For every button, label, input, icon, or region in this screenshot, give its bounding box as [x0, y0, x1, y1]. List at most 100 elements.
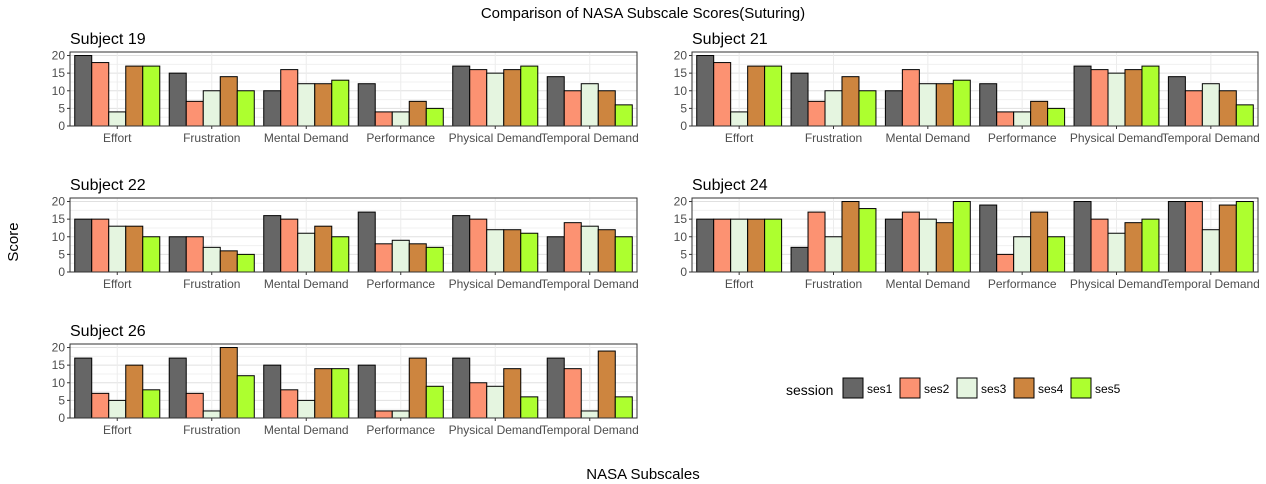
- panel-border: [691, 51, 1259, 127]
- bar-ses3-mental-demand: [918, 218, 937, 273]
- bar-ses5-mental-demand: [331, 236, 350, 273]
- x-tick-label: Mental Demand: [264, 423, 349, 437]
- bar-ses1-frustration: [790, 72, 809, 127]
- x-tick-label: Physical Demand: [1070, 277, 1163, 291]
- bar-ses3-effort: [730, 218, 749, 273]
- bar-ses3-mental-demand: [297, 399, 316, 419]
- legend-label-ses4: ses4: [1038, 382, 1064, 396]
- y-tick-label: 10: [52, 376, 66, 390]
- bar-ses2-temporal-demand: [563, 368, 582, 419]
- bar-ses5-effort: [142, 389, 161, 419]
- x-tick-label: Temporal Demand: [1162, 277, 1260, 291]
- y-axis-label: Score: [5, 222, 22, 261]
- bar-ses3-temporal-demand: [580, 225, 599, 273]
- y-tick-label: 15: [52, 66, 66, 80]
- bar-ses3-effort: [108, 111, 127, 127]
- bar-ses1-physical-demand: [1073, 201, 1092, 273]
- bar-ses2-temporal-demand: [563, 90, 582, 127]
- x-tick-label: Effort: [103, 131, 132, 145]
- bar-ses2-physical-demand: [469, 218, 488, 273]
- bar-ses3-mental-demand: [297, 83, 316, 127]
- panel-border: [69, 51, 638, 127]
- y-tick-label: 20: [674, 49, 688, 63]
- legend-swatch-ses3: [956, 377, 978, 399]
- x-tick-label: Effort: [103, 423, 132, 437]
- bar-ses1-frustration: [168, 357, 187, 419]
- x-tick-label: Physical Demand: [449, 423, 542, 437]
- y-tick-label: 15: [674, 66, 688, 80]
- bar-ses5-physical-demand: [520, 396, 539, 419]
- x-tick-label: Frustration: [183, 277, 240, 291]
- bar-ses3-performance: [1013, 236, 1032, 273]
- bar-ses3-effort: [108, 225, 127, 273]
- y-tick-label: 15: [674, 212, 688, 226]
- legend-label-ses2: ses2: [924, 382, 950, 396]
- bar-ses1-effort: [696, 218, 715, 273]
- x-tick-label: Mental Demand: [264, 131, 349, 145]
- bar-ses2-performance: [996, 253, 1015, 273]
- y-tick-label: 15: [52, 212, 66, 226]
- bar-ses2-mental-demand: [280, 69, 299, 127]
- bar-ses3-effort: [108, 399, 127, 419]
- bar-ses4-temporal-demand: [1218, 90, 1237, 127]
- x-tick-label: Frustration: [183, 423, 240, 437]
- bar-ses4-effort: [747, 218, 766, 273]
- bar-ses2-frustration: [185, 236, 204, 273]
- panel-border: [69, 343, 638, 419]
- y-tick-label: 20: [52, 341, 66, 355]
- bar-ses1-temporal-demand: [546, 236, 565, 273]
- x-tick-label: Temporal Demand: [541, 423, 639, 437]
- bar-ses3-temporal-demand: [580, 410, 599, 419]
- x-tick-label: Physical Demand: [449, 131, 542, 145]
- bar-ses4-performance: [408, 357, 427, 419]
- bar-ses4-mental-demand: [314, 83, 333, 127]
- bar-ses1-effort: [696, 55, 715, 127]
- bar-ses3-performance: [391, 111, 410, 127]
- bar-ses1-mental-demand: [884, 218, 903, 273]
- bar-ses4-frustration: [841, 76, 860, 127]
- bar-ses4-effort: [747, 65, 766, 127]
- bar-ses3-frustration: [202, 90, 221, 127]
- bar-ses5-temporal-demand: [614, 104, 633, 127]
- y-tick-label: 15: [52, 358, 66, 372]
- x-tick-label: Frustration: [805, 277, 862, 291]
- bar-ses2-frustration: [807, 100, 826, 127]
- bar-ses5-performance: [425, 107, 444, 127]
- bar-ses3-effort: [730, 111, 749, 127]
- y-tick-label: 10: [674, 230, 688, 244]
- legend-swatch-ses1: [842, 377, 864, 399]
- bar-ses4-effort: [125, 65, 144, 127]
- bar-ses2-performance: [996, 111, 1015, 127]
- bar-ses4-physical-demand: [503, 368, 522, 419]
- bar-ses4-mental-demand: [935, 83, 954, 127]
- bar-ses5-physical-demand: [1141, 65, 1160, 127]
- panel-3: Subject 22 Effort Frustration Mental Demand…: [52, 177, 639, 291]
- bar-ses4-mental-demand: [314, 225, 333, 273]
- bar-ses1-frustration: [790, 246, 809, 273]
- bar-ses5-performance: [1047, 236, 1066, 273]
- bar-ses4-frustration: [219, 250, 238, 273]
- bar-ses2-mental-demand: [280, 389, 299, 419]
- bar-ses1-performance: [979, 204, 998, 273]
- x-tick-label: Mental Demand: [885, 277, 970, 291]
- bar-ses4-frustration: [841, 201, 860, 273]
- bar-ses4-performance: [408, 243, 427, 273]
- panel-title: Subject 22: [70, 177, 146, 194]
- bar-ses5-performance: [1047, 107, 1066, 127]
- bar-ses2-mental-demand: [901, 211, 920, 273]
- y-tick-label: 10: [52, 84, 66, 98]
- bar-ses4-mental-demand: [314, 368, 333, 419]
- bar-ses3-temporal-demand: [580, 83, 599, 127]
- bar-ses1-temporal-demand: [546, 76, 565, 127]
- x-tick-label: Performance: [366, 423, 435, 437]
- x-tick-label: Performance: [366, 131, 435, 145]
- bar-ses1-physical-demand: [1073, 65, 1092, 127]
- bar-ses1-effort: [74, 55, 93, 127]
- chart-title: Comparison of NASA Subscale Scores(Sutur…: [481, 5, 805, 22]
- bar-ses2-performance: [374, 243, 393, 273]
- bar-ses3-physical-demand: [486, 72, 505, 127]
- y-tick-label: 5: [58, 393, 65, 407]
- y-tick-label: 0: [58, 411, 65, 425]
- bar-ses2-physical-demand: [469, 382, 488, 419]
